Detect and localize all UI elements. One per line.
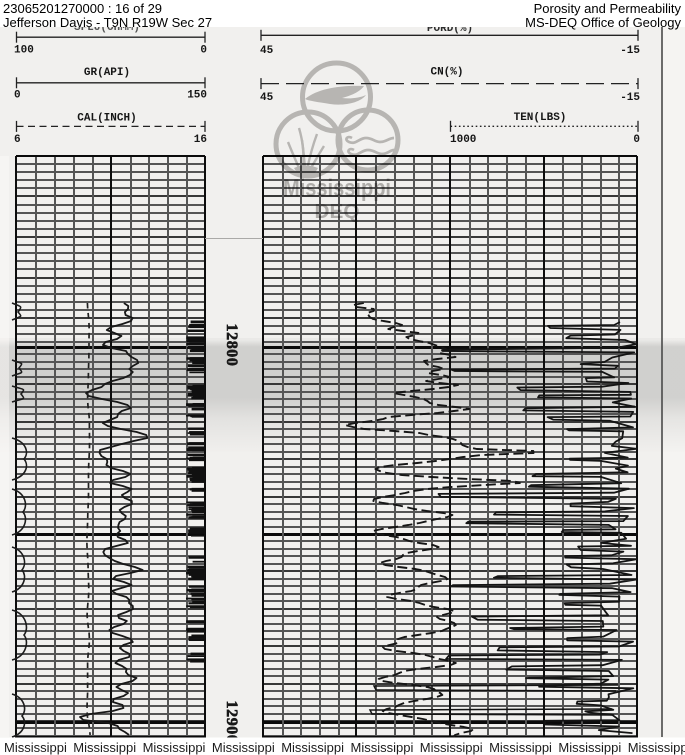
svg-text:0: 0 [14, 90, 21, 102]
svg-text:23065201270000 : 16 of 29: 23065201270000 : 16 of 29 [3, 1, 162, 16]
svg-text:12900: 12900 [223, 701, 240, 744]
svg-text:Mississippi: Mississippi [420, 740, 483, 755]
svg-text:12800: 12800 [223, 324, 240, 367]
svg-text:16: 16 [194, 134, 207, 146]
svg-text:Mississippi: Mississippi [4, 740, 67, 755]
svg-text:-15: -15 [620, 92, 640, 104]
svg-text:DEQ: DEQ [315, 201, 360, 223]
svg-text:Mississippi: Mississippi [212, 740, 275, 755]
svg-text:Mississippi: Mississippi [628, 740, 685, 755]
svg-text:CN(%): CN(%) [430, 67, 463, 79]
svg-text:Mississippi: Mississippi [489, 740, 552, 755]
svg-text:Mississippi: Mississippi [283, 175, 391, 202]
svg-text:45: 45 [260, 92, 274, 104]
svg-text:0: 0 [200, 45, 207, 57]
svg-text:CAL(INCH): CAL(INCH) [77, 113, 136, 125]
svg-text:MS-DEQ Office of Geology: MS-DEQ Office of Geology [525, 15, 681, 30]
svg-text:0: 0 [633, 134, 640, 146]
svg-text:45: 45 [260, 45, 274, 57]
svg-text:Mississippi: Mississippi [351, 740, 414, 755]
svg-text:TEN(LBS): TEN(LBS) [514, 112, 567, 124]
svg-text:6: 6 [14, 134, 21, 146]
svg-text:Mississippi: Mississippi [281, 740, 344, 755]
svg-text:Porosity and Permeability: Porosity and Permeability [534, 1, 682, 16]
svg-text:Mississippi: Mississippi [558, 740, 621, 755]
svg-text:100: 100 [14, 45, 34, 57]
svg-text:Mississippi: Mississippi [73, 740, 136, 755]
svg-text:150: 150 [187, 90, 207, 102]
svg-text:Mississippi: Mississippi [143, 740, 206, 755]
svg-text:GR(API): GR(API) [84, 67, 130, 79]
svg-text:-15: -15 [620, 45, 640, 57]
svg-text:Jefferson Davis - T9N R19W Sec: Jefferson Davis - T9N R19W Sec 27 [3, 15, 212, 30]
svg-text:1000: 1000 [450, 134, 476, 146]
